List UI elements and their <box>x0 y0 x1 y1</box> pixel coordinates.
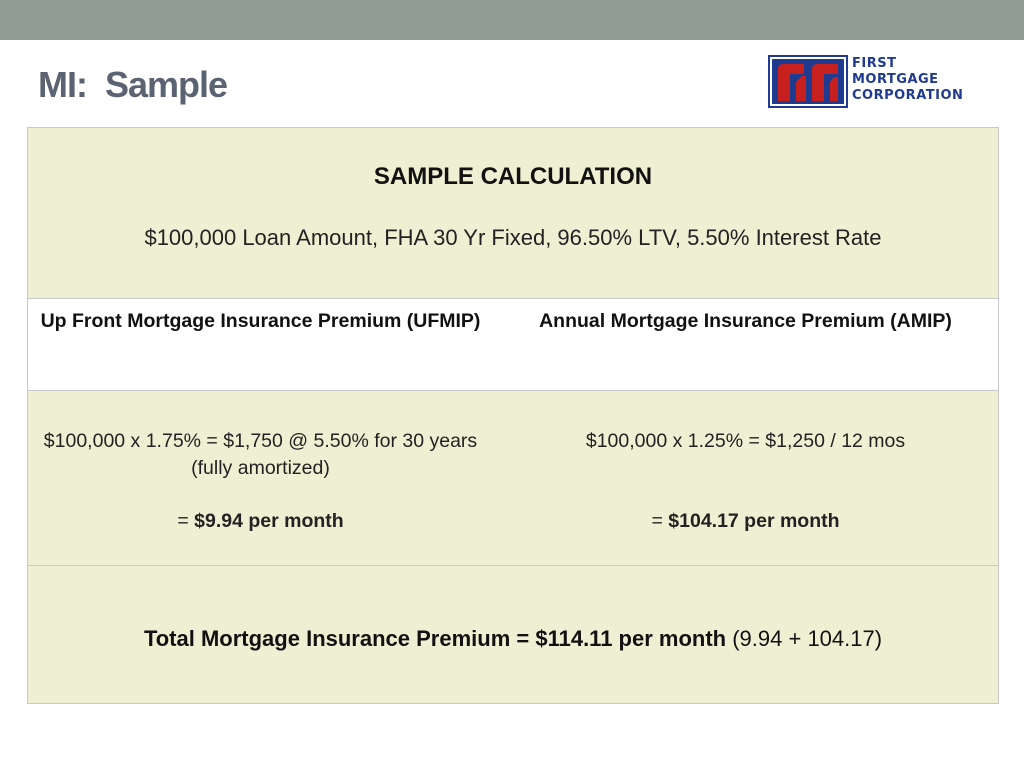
company-logo: FIRST MORTGAGE CORPORATION <box>768 55 982 110</box>
total-row: Total Mortgage Insurance Premium = $114.… <box>28 566 998 703</box>
amip-calculation: $100,000 x 1.25% = $1,250 / 12 mos <box>585 430 906 452</box>
amip-column-header: Annual Mortgage Insurance Premium (AMIP) <box>539 310 952 332</box>
calculation-row: $100,000 x 1.75% = $1,750 @ 5.50% for 30… <box>28 391 998 566</box>
top-accent-bar <box>0 0 1024 40</box>
table-subheading: $100,000 Loan Amount, FHA 30 Yr Fixed, 9… <box>144 225 882 250</box>
ufmip-calculation: $100,000 x 1.75% = $1,750 @ 5.50% for 30… <box>43 430 478 479</box>
logo-line-3: CORPORATION <box>852 88 964 103</box>
ufmip-column-header: Up Front Mortgage Insurance Premium (UFM… <box>40 310 481 332</box>
amip-result-value: $104.17 per month <box>668 510 840 532</box>
logo-mark-icon <box>768 55 848 108</box>
sample-calculation-table: SAMPLE CALCULATION $100,000 Loan Amount,… <box>27 127 999 704</box>
logo-wordmark: FIRST MORTGAGE CORPORATION <box>852 56 963 104</box>
total-premium-label: Total Mortgage Insurance Premium = $114.… <box>143 626 727 651</box>
table-header-row: SAMPLE CALCULATION $100,000 Loan Amount,… <box>28 128 998 299</box>
table-heading: SAMPLE CALCULATION <box>373 163 653 190</box>
ufmip-result-prefix: = <box>177 510 195 532</box>
total-premium: Total Mortgage Insurance Premium = $114.… <box>28 626 998 652</box>
ufmip-result: = $9.94 per month <box>28 508 493 535</box>
logo-line-1: FIRST <box>852 56 897 71</box>
total-premium-detail: (9.94 + 104.17) <box>726 626 883 651</box>
column-header-row: Up Front Mortgage Insurance Premium (UFM… <box>28 299 998 391</box>
ufmip-result-value: $9.94 per month <box>194 510 344 532</box>
slide-title: MI: Sample <box>38 64 228 105</box>
logo-line-2: MORTGAGE <box>852 72 939 87</box>
amip-result-prefix: = <box>651 510 669 532</box>
amip-result: = $104.17 per month <box>518 508 973 535</box>
